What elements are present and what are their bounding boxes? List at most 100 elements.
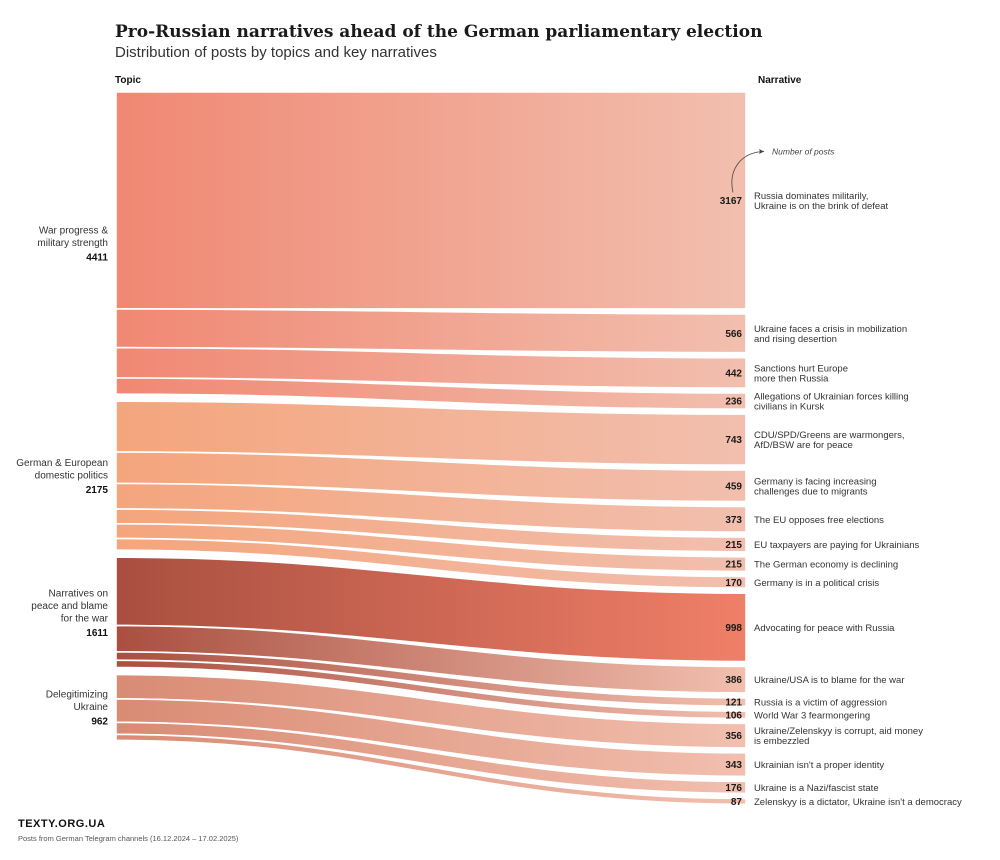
narrative-value: 3167 <box>720 196 743 207</box>
sankey-ribbon <box>115 537 747 589</box>
narrative-label-line: is embezzled <box>754 736 809 747</box>
sankey-ribbon <box>115 673 747 749</box>
narrative-label-line: Ukraine is a Nazi/fascist state <box>754 783 879 794</box>
narrative-label: Ukraine is a Nazi/fascist state <box>754 783 879 794</box>
narrative-column-header: Narrative <box>758 75 802 86</box>
narrative-label: Ukraine/Zelenskyy is corrupt, aid money i… <box>754 726 923 747</box>
sankey-ribbon <box>115 624 747 694</box>
sankey-ribbon <box>115 91 747 310</box>
topic-label-line: Delegitimizing <box>46 690 108 701</box>
narrative-value: 998 <box>725 623 742 634</box>
narrative-value: 236 <box>725 397 742 408</box>
narrative-label-line: Ukraine/Zelenskyy is corrupt, aid money <box>754 726 923 737</box>
narrative-value: 176 <box>725 783 742 794</box>
topic-label-line: Narratives on <box>49 588 108 599</box>
narrative-label-line: challenges due to migrants <box>754 486 868 497</box>
narrative-label: Russia is a victim of aggression <box>754 698 887 709</box>
narrative-value: 442 <box>725 368 742 379</box>
narrative-label-line: Ukrainian isn't a proper identity <box>754 760 884 771</box>
narrative-value: 215 <box>725 540 742 551</box>
sankey-ribbon <box>115 400 747 466</box>
narrative-label-line: Ukraine faces a crisis in mobilization <box>754 324 907 335</box>
narrative-label-line: Allegations of Ukrainian forces killing <box>754 392 909 403</box>
narrative-label: Allegations of Ukrainian forces killing c… <box>754 392 909 413</box>
topic-label-line: German & European <box>16 458 108 469</box>
sankey-ribbon <box>115 522 747 573</box>
narrative-value: 356 <box>725 731 742 742</box>
narrative-value: 215 <box>725 560 742 571</box>
narrative-label: Advocating for peace with Russia <box>754 623 895 634</box>
sankey-ribbon <box>115 721 747 795</box>
chart-subtitle: Distribution of posts by topics and key … <box>115 44 437 61</box>
topic-value: 962 <box>91 717 108 728</box>
narrative-label: Sanctions hurt Europe more then Russia <box>754 363 848 384</box>
narrative-label-line: civilians in Kursk <box>754 402 824 413</box>
topic-value: 4411 <box>86 252 108 263</box>
sankey-ribbon <box>115 482 747 533</box>
narrative-value: 459 <box>725 481 742 492</box>
narrative-label-line: Sanctions hurt Europe <box>754 363 848 374</box>
narrative-label-line: Germany is in a political crisis <box>754 578 879 589</box>
topic-label-line: Ukraine <box>74 702 109 713</box>
topic-label: German & European domestic politics 2175 <box>16 458 108 496</box>
narrative-value: 170 <box>725 578 742 589</box>
narrative-label: Zelenskyy is a dictator, Ukraine isn't a… <box>754 797 962 808</box>
narrative-label-line: World War 3 fearmongering <box>754 710 870 721</box>
topic-label-line: for the war <box>61 613 109 624</box>
narrative-label-line: Germany is facing increasing <box>754 476 877 487</box>
source-note: Posts from German Telegram channels (16.… <box>18 834 239 843</box>
narrative-label-line: The EU opposes free elections <box>754 515 884 526</box>
narrative-label: EU taxpayers are paying for Ukrainians <box>754 540 920 551</box>
sankey-ribbon <box>115 308 747 354</box>
narrative-label: Ukraine faces a crisis in mobilization an… <box>754 324 907 345</box>
annotation-arrow <box>731 151 765 193</box>
narrative-label: Germany is facing increasing challenges d… <box>754 476 877 497</box>
narrative-label-line: more then Russia <box>754 373 829 384</box>
narrative-label-line: CDU/SPD/Greens are warmongers, <box>754 430 904 441</box>
narrative-value: 743 <box>725 435 742 446</box>
topic-label-line: domestic politics <box>35 470 108 481</box>
narrative-value: 106 <box>725 710 742 721</box>
topic-label: Delegitimizing Ukraine 962 <box>46 690 109 728</box>
narrative-label: Russia dominates militarily, Ukraine is o… <box>754 191 888 212</box>
narrative-label: Ukrainian isn't a proper identity <box>754 760 884 771</box>
narrative-label-line: Russia dominates militarily, <box>754 191 868 202</box>
topic-value: 2175 <box>86 485 109 496</box>
narrative-label-line: Zelenskyy is a dictator, Ukraine isn't a… <box>754 797 962 808</box>
topic-label: War progress & military strength 4411 <box>37 225 108 263</box>
narrative-label: World War 3 fearmongering <box>754 710 870 721</box>
sankey-ribbon <box>115 377 747 410</box>
narrative-label: The German economy is declining <box>754 560 898 571</box>
narrative-label-line: AfD/BSW are for peace <box>754 440 853 451</box>
topic-label-line: peace and blame <box>31 601 108 612</box>
sankey-ribbon <box>115 659 747 720</box>
topic-value: 1611 <box>86 628 108 639</box>
narrative-label-line: The German economy is declining <box>754 560 898 571</box>
narrative-value: 87 <box>731 797 743 808</box>
narrative-label: Ukraine/USA is to blame for the war <box>754 675 904 686</box>
narrative-value: 121 <box>725 698 742 709</box>
brand-logo: TEXTY.ORG.UA <box>18 818 106 830</box>
narrative-label: CDU/SPD/Greens are warmongers, AfD/BSW ar… <box>754 430 904 451</box>
narrative-value: 386 <box>725 675 742 686</box>
sankey-ribbon <box>115 556 747 663</box>
sankey-ribbon <box>115 733 747 806</box>
narrative-label-line: Ukraine is on the brink of defeat <box>754 201 888 212</box>
narrative-label-line: and rising desertion <box>754 334 837 345</box>
sankey-ribbon <box>115 451 747 503</box>
narrative-label-line: EU taxpayers are paying for Ukrainians <box>754 540 920 551</box>
topic-label-line: military strength <box>37 238 108 249</box>
topic-label: Narratives on peace and blame for the war 1… <box>31 588 108 639</box>
sankey-ribbon <box>115 346 747 389</box>
narrative-value: 566 <box>725 329 742 340</box>
narrative-label-line: Russia is a victim of aggression <box>754 698 887 709</box>
narrative-value: 343 <box>725 760 742 771</box>
narrative-label-line: Advocating for peace with Russia <box>754 623 895 634</box>
narrative-label: Germany is in a political crisis <box>754 578 879 589</box>
chart-title: Pro-Russian narratives ahead of the Germ… <box>115 22 763 42</box>
annotation-label: Number of posts <box>772 146 835 156</box>
sankey-ribbon <box>115 508 747 553</box>
narrative-label: The EU opposes free elections <box>754 515 884 526</box>
sankey-ribbon <box>115 698 747 778</box>
